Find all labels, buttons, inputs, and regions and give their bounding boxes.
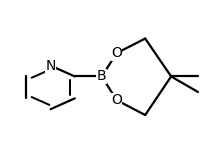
Text: O: O [111,93,122,107]
Text: B: B [97,69,107,83]
Text: N: N [45,59,56,73]
Text: O: O [111,46,122,60]
